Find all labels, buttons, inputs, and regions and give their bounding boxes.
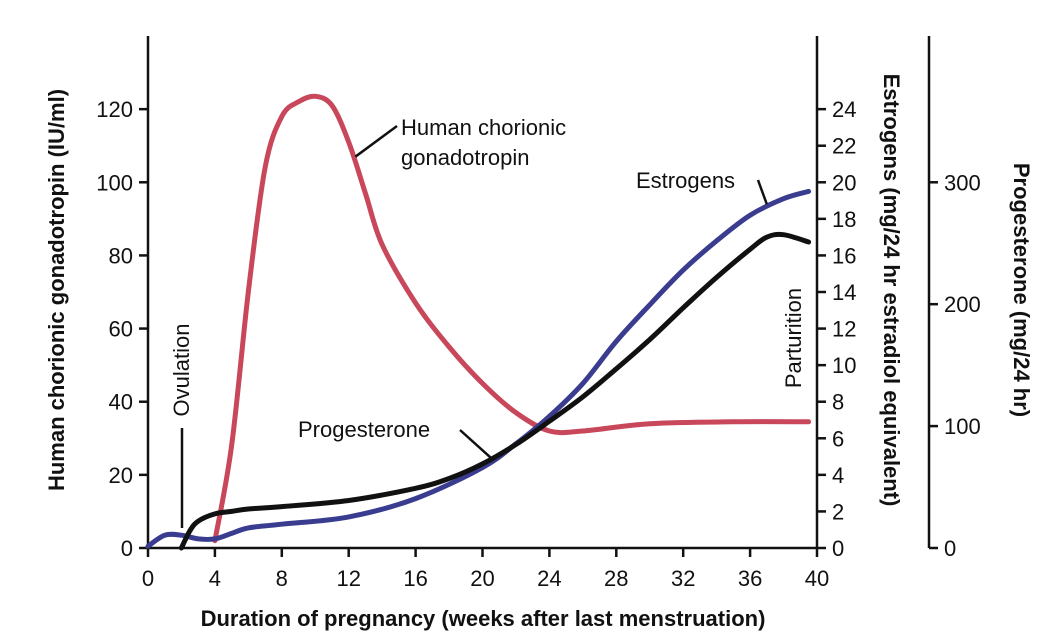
series-label-leaders	[354, 124, 768, 459]
estrogens-tick-label: 24	[832, 97, 856, 122]
x-tick-label: 36	[738, 566, 762, 591]
progesterone-ticks: 0 100 200 300	[929, 170, 981, 561]
estrogens-tick-label: 18	[832, 207, 856, 232]
estrogens-tick-label: 20	[832, 170, 856, 195]
estrogens-tick-label: 12	[832, 317, 856, 342]
progesterone-series-label: Progesterone	[298, 417, 430, 442]
estrogens-label-leader	[756, 179, 768, 205]
hcg-tick-label: 100	[96, 170, 133, 195]
hcg-tick-label: 40	[109, 390, 133, 415]
ovulation-label: Ovulation	[169, 324, 194, 417]
hcg-tick-label: 0	[121, 536, 133, 561]
progesterone-axis-title: Progesterone (mg/24 hr)	[1009, 163, 1034, 417]
progesterone-label-leader	[459, 429, 492, 459]
hcg-series-line	[212, 93, 812, 544]
progesterone-tick-label: 300	[944, 170, 981, 195]
hcg-tick-label: 20	[109, 463, 133, 488]
progesterone-tick-label: 100	[944, 414, 981, 439]
x-tick-label: 4	[209, 566, 221, 591]
x-tick-label: 20	[470, 566, 494, 591]
progesterone-series-line	[178, 231, 812, 551]
x-tick-label: 8	[276, 566, 288, 591]
series-lines	[145, 93, 812, 551]
estrogens-axis-title: Estrogens (mg/24 hr estradiol equivalent…	[879, 74, 904, 507]
hcg-series-label-line1: Human chorionic	[401, 115, 566, 140]
x-ticks: 0 4 8 12 16 20 24 28 32 36 40	[142, 548, 829, 591]
estrogens-tick-label: 10	[832, 353, 856, 378]
x-tick-label: 12	[336, 566, 360, 591]
progesterone-tick-label: 0	[944, 536, 956, 561]
estrogens-tick-label: 6	[832, 426, 844, 451]
x-tick-label: 28	[604, 566, 628, 591]
hcg-series-label-line2: gonadotropin	[401, 145, 529, 170]
hcg-ticks: 0 20 40 60 80 100 120	[96, 97, 148, 561]
x-tick-label: 32	[671, 566, 695, 591]
estrogens-tick-label: 14	[832, 280, 856, 305]
estrogens-tick-label: 8	[832, 390, 844, 415]
estrogens-tick-label: 16	[832, 243, 856, 268]
x-tick-label: 24	[537, 566, 561, 591]
x-tick-label: 0	[142, 566, 154, 591]
estrogens-tick-label: 22	[832, 134, 856, 159]
progesterone-tick-label: 200	[944, 292, 981, 317]
hcg-tick-label: 60	[109, 317, 133, 342]
hcg-axis-title: Human chorionic gonadotropin (IU/ml)	[44, 89, 69, 491]
estrogens-tick-label: 4	[832, 463, 844, 488]
x-tick-label: 40	[805, 566, 829, 591]
estrogens-series-line	[145, 188, 812, 549]
estrogens-tick-label: 2	[832, 499, 844, 524]
hcg-tick-label: 120	[96, 97, 133, 122]
estrogens-series-label: Estrogens	[636, 168, 735, 193]
parturition-label: Parturition	[781, 288, 806, 388]
x-axis-title: Duration of pregnancy (weeks after last …	[201, 606, 766, 631]
estrogens-tick-label: 0	[832, 536, 844, 561]
hcg-label-leader	[354, 124, 398, 158]
hcg-tick-label: 80	[109, 243, 133, 268]
x-tick-label: 16	[403, 566, 427, 591]
